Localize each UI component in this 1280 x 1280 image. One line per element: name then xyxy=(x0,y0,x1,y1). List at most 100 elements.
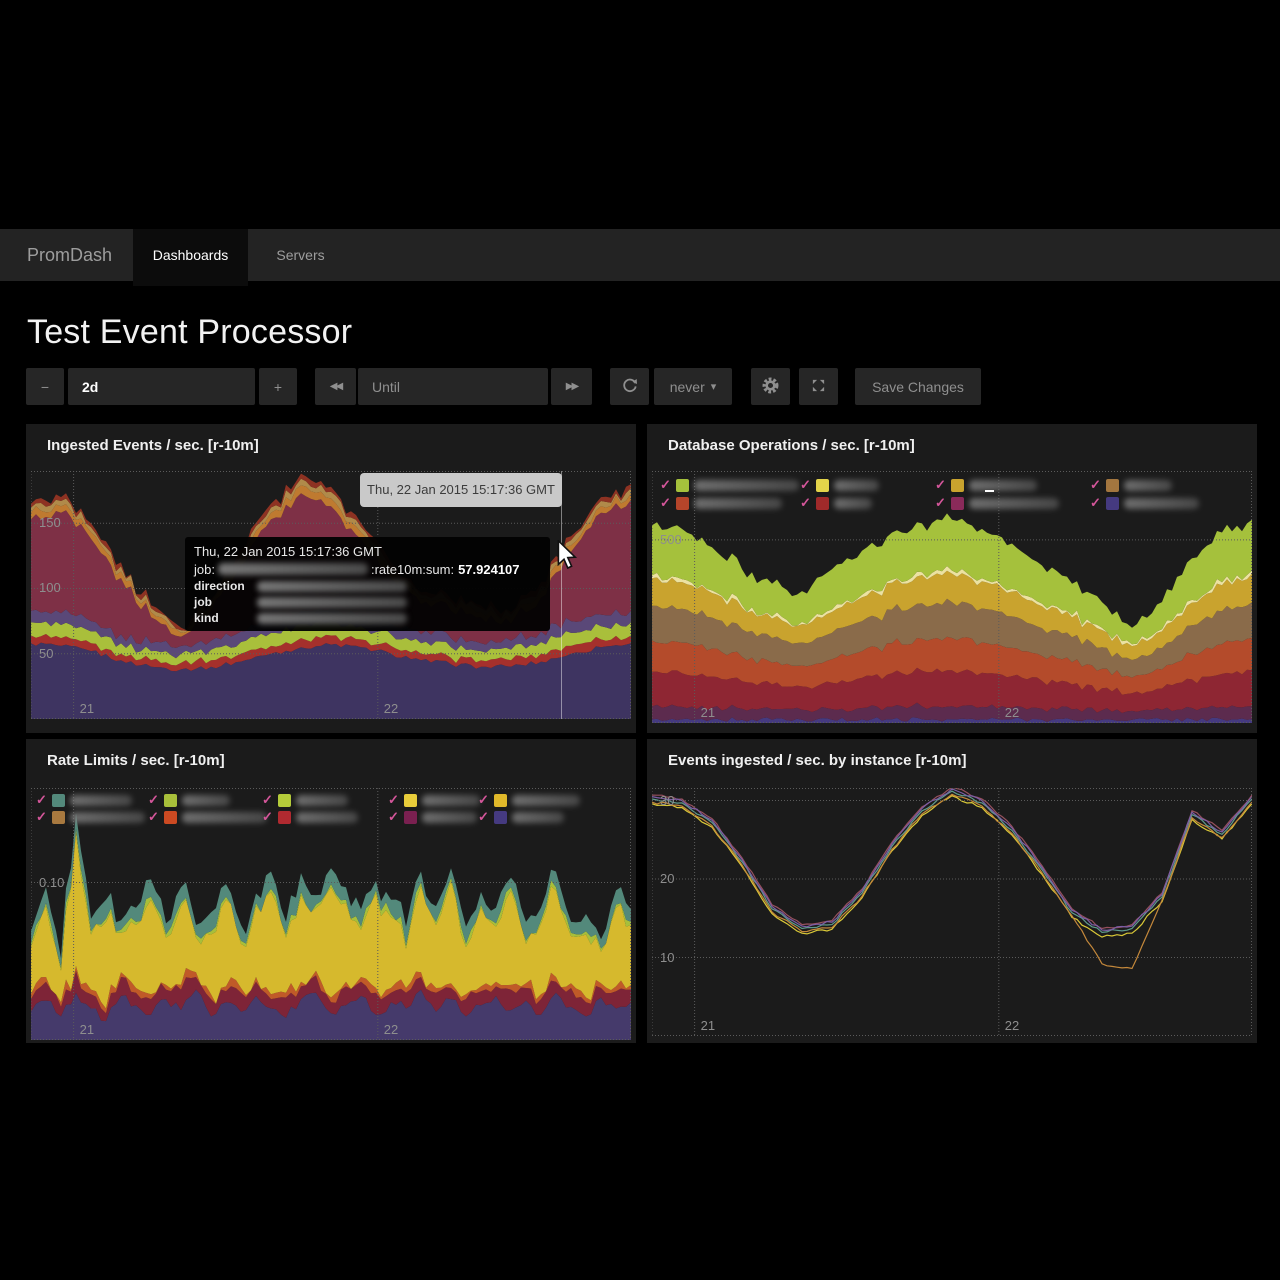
panel-events-by-instance: Events ingested / sec. by instance [r-10… xyxy=(647,739,1257,1043)
brand[interactable]: PromDash xyxy=(27,245,113,265)
legend-item[interactable]: ✓ xyxy=(935,495,1059,510)
legend-item[interactable]: ✓ xyxy=(660,477,799,492)
legend-item[interactable]: ✓ xyxy=(262,792,348,807)
redacted-legend-label xyxy=(421,794,480,806)
tooltip-row-label: kind xyxy=(194,611,219,625)
until-input-wrap xyxy=(358,368,548,405)
legend-swatch xyxy=(950,478,964,492)
legend-item[interactable]: ✓ xyxy=(478,809,564,824)
chart-canvas xyxy=(652,788,1252,1036)
legend-swatch xyxy=(163,810,177,824)
redacted-value xyxy=(257,596,407,608)
redacted-legend-label xyxy=(181,794,230,806)
legend-item[interactable]: ✓ xyxy=(36,792,132,807)
legend-swatch xyxy=(277,793,291,807)
chart-rate-limits[interactable]: 0.10 21 22 xyxy=(31,788,631,1040)
redacted-legend-label xyxy=(693,497,782,509)
x-axis-label: 22 xyxy=(383,1022,399,1037)
text-cursor-artifact xyxy=(985,490,994,492)
hover-crosshair xyxy=(561,471,562,719)
x-axis-label: 21 xyxy=(700,1018,716,1033)
panel-title: Events ingested / sec. by instance [r-10… xyxy=(668,752,967,769)
legend-item[interactable]: ✓ xyxy=(148,809,267,824)
hover-tooltip: Thu, 22 Jan 2015 15:17:36 GMT job: :rate… xyxy=(185,537,550,631)
chart-events-by-instance[interactable]: 10 20 30 21 22 xyxy=(652,788,1252,1036)
redacted-legend-label xyxy=(181,811,267,823)
redacted-legend-label xyxy=(421,811,477,823)
legend-swatch xyxy=(950,496,964,510)
legend-item[interactable]: ✓ xyxy=(800,477,879,492)
redacted-legend-label xyxy=(511,794,580,806)
check-icon: ✓ xyxy=(478,809,489,824)
panel-rate-limits: Rate Limits / sec. [r-10m] 0.10 21 22 ✓ ✓ ✓ ✓… xyxy=(26,739,636,1043)
legend-swatch xyxy=(403,793,417,807)
panel-database-operations: Database Operations / sec. [r-10m] 500 21… xyxy=(647,424,1257,733)
check-icon: ✓ xyxy=(1090,477,1101,492)
time-forward-button[interactable]: ▶▶ xyxy=(551,368,592,405)
navbar: PromDash Dashboards Servers xyxy=(0,229,1280,286)
redacted-legend-label xyxy=(693,479,799,491)
legend-item[interactable]: ✓ xyxy=(262,809,358,824)
refresh-interval-dropdown[interactable]: never ▾ xyxy=(654,368,732,405)
legend-swatch xyxy=(493,810,507,824)
legend-swatch xyxy=(1105,478,1119,492)
redacted-legend-label xyxy=(1123,479,1172,491)
range-input[interactable] xyxy=(68,368,255,405)
tooltip-metric-line: job: :rate10m:sum: 57.924107 xyxy=(194,560,541,578)
legend-item[interactable]: ✓ xyxy=(36,809,145,824)
y-axis-label: 20 xyxy=(660,871,675,887)
tooltip-row-label: direction xyxy=(194,579,245,593)
legend-swatch xyxy=(163,793,177,807)
mouse-cursor xyxy=(556,538,578,575)
legend-item[interactable]: ✓ xyxy=(800,495,872,510)
chevron-down-icon: ▾ xyxy=(710,381,717,393)
legend-swatch xyxy=(1105,496,1119,510)
legend-item[interactable]: ✓ xyxy=(1090,495,1199,510)
expand-icon xyxy=(811,378,826,396)
range-input-wrap xyxy=(68,368,255,405)
redacted-value xyxy=(257,612,407,624)
fullscreen-button[interactable] xyxy=(799,368,838,405)
redacted-legend-label xyxy=(511,811,564,823)
settings-button[interactable] xyxy=(751,368,790,405)
check-icon: ✓ xyxy=(800,477,811,492)
range-increase-button[interactable]: + xyxy=(259,368,297,405)
time-back-button[interactable]: ◀◀ xyxy=(315,368,356,405)
tooltip-metric-prefix: job: xyxy=(194,561,215,577)
check-icon: ✓ xyxy=(935,495,946,510)
redacted-legend-label xyxy=(1123,497,1199,509)
tooltip-metric-suffix: :rate10m:sum: xyxy=(370,561,455,577)
tab-servers[interactable]: Servers xyxy=(276,247,325,263)
check-icon: ✓ xyxy=(388,792,399,807)
y-axis-label: 10 xyxy=(660,949,675,965)
until-input[interactable] xyxy=(358,368,548,405)
redacted-legend-label xyxy=(295,794,348,806)
check-icon: ✓ xyxy=(800,495,811,510)
check-icon: ✓ xyxy=(36,792,47,807)
legend-item[interactable]: ✓ xyxy=(478,792,580,807)
legend-item[interactable]: ✓ xyxy=(1090,477,1172,492)
legend-item[interactable]: ✓ xyxy=(660,495,782,510)
legend-item[interactable]: ✓ xyxy=(148,792,230,807)
legend-item[interactable]: ✓ xyxy=(388,809,477,824)
legend-item[interactable]: ✓ xyxy=(388,792,480,807)
x-axis-label: 22 xyxy=(383,701,399,716)
legend-swatch xyxy=(815,496,829,510)
refresh-interval-label: never xyxy=(669,378,705,395)
check-icon: ✓ xyxy=(388,809,399,824)
chart-database-operations[interactable]: 500 21 22 xyxy=(652,471,1252,723)
panel-title: Ingested Events / sec. [r-10m] xyxy=(47,437,259,454)
redacted-legend-label xyxy=(69,811,145,823)
x-axis-label: 21 xyxy=(79,1022,95,1037)
tooltip-row-label: job xyxy=(194,595,212,609)
page-title: Test Event Processor xyxy=(27,313,353,351)
tab-dashboards[interactable]: Dashboards xyxy=(133,229,248,286)
legend-swatch xyxy=(277,810,291,824)
redacted-legend-label xyxy=(295,811,358,823)
refresh-button[interactable] xyxy=(610,368,649,405)
range-decrease-button[interactable]: − xyxy=(26,368,64,405)
save-changes-button[interactable]: Save Changes xyxy=(855,368,981,405)
legend-item[interactable]: ✓ xyxy=(935,477,1037,492)
redacted-legend-label xyxy=(833,497,872,509)
